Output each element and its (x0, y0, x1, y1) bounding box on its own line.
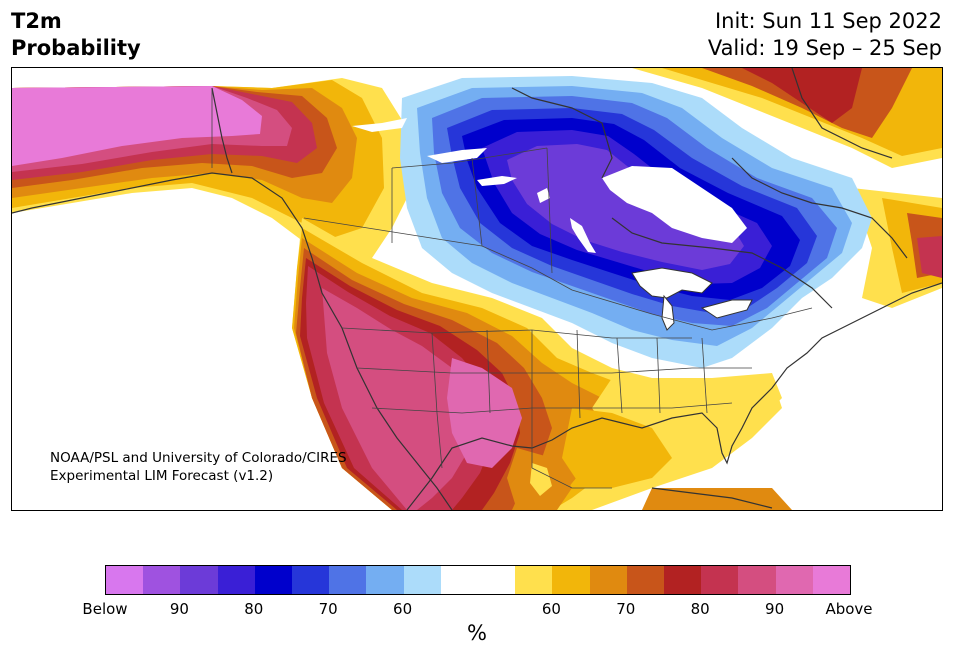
subtitle-label: Probability (11, 36, 141, 60)
credit-line-2: Experimental LIM Forecast (v1.2) (50, 468, 274, 484)
cold-core-hudson (507, 144, 744, 270)
colorbar-swatch (440, 566, 479, 594)
colorbar-swatch (292, 566, 330, 594)
warm-spot-mexico-inner (530, 463, 552, 496)
warm-core-greenland (742, 68, 862, 123)
lake-athabasca (477, 176, 517, 186)
colorbar-tick-label: Below (82, 600, 128, 618)
colorbar-tick-label: 90 (765, 600, 785, 618)
map-title: T2m Probability (11, 8, 141, 62)
lake-michigan (661, 294, 675, 331)
date-info: Init: Sun 11 Sep 2022 Valid: 19 Sep – 25… (708, 8, 942, 62)
forecast-map: NOAA/PSL and University of Colorado/CIRE… (11, 67, 943, 511)
colorbar-tick-label: 90 (169, 600, 189, 618)
units-label: % (467, 621, 487, 645)
variable-label: T2m (11, 9, 62, 33)
valid-range: Valid: 19 Sep – 25 Sep (707, 36, 942, 60)
colorbar-swatch (403, 566, 441, 594)
colorbar-swatch (589, 566, 627, 594)
colorbar-swatch (664, 566, 702, 594)
colorbar (105, 565, 851, 595)
colorbar-swatch (329, 566, 367, 594)
political-boundaries (211, 88, 813, 489)
colorbar-tick-label: 80 (244, 600, 264, 618)
colorbar-tick-label: 80 (690, 600, 710, 618)
reindeer-lake (537, 188, 550, 203)
colorbar-swatch (812, 566, 851, 594)
credit-line-1: NOAA/PSL and University of Colorado/CIRE… (50, 450, 347, 466)
great-slave-lake (427, 148, 487, 163)
colorbar-tick-label: Above (825, 600, 873, 618)
credit-block: NOAA/PSL and University of Colorado/CIRE… (50, 449, 347, 485)
warm-band-west-7 (322, 288, 474, 510)
colorbar-swatch (552, 566, 590, 594)
colorbar-tick-label: 60 (541, 600, 561, 618)
lake-winnipeg (570, 218, 596, 253)
init-date: Init: Sun 11 Sep 2022 (714, 9, 942, 33)
colorbar-swatch (626, 566, 665, 594)
warm-core-newfoundland (917, 236, 942, 278)
warm-core-southwest (447, 358, 522, 468)
coastlines (12, 68, 942, 510)
colorbar-swatch (701, 566, 739, 594)
warm-core-alaska (12, 86, 262, 166)
colorbar-swatch (366, 566, 404, 594)
colorbar-swatch (515, 566, 553, 594)
colorbar-swatch (478, 566, 516, 594)
colorbar-tick-label: 60 (393, 600, 413, 618)
warm-band-gulf (562, 408, 672, 488)
lake-erie (700, 299, 753, 319)
colorbar-swatch (254, 566, 293, 594)
map-canvas (12, 68, 942, 510)
warm-caribbean (642, 488, 792, 510)
colorbar-tick-label: 70 (616, 600, 636, 618)
colorbar-swatch (738, 566, 776, 594)
colorbar-swatch (143, 566, 181, 594)
colorbar-swatch (180, 566, 218, 594)
colorbar-tick-label: 70 (318, 600, 338, 618)
colorbar-swatch (775, 566, 813, 594)
colorbar-swatch (217, 566, 255, 594)
great-bear-lake (352, 118, 407, 132)
great-lakes (631, 267, 713, 299)
colorbar-swatch (106, 566, 144, 594)
hudson-bay (602, 166, 747, 243)
